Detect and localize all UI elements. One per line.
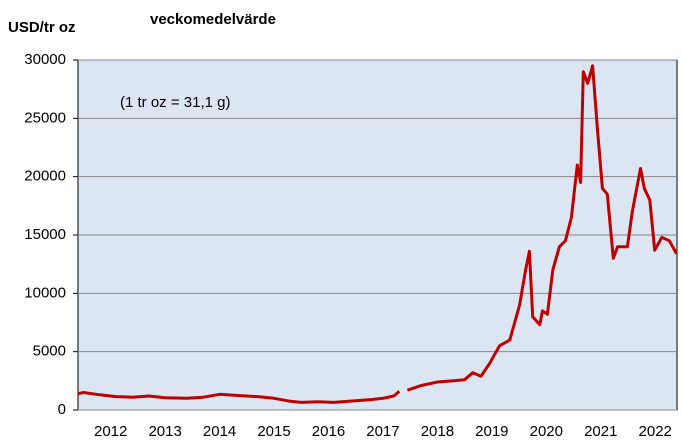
y-tick-label: 15000 (24, 226, 66, 243)
y-tick-label: 0 (58, 401, 66, 418)
x-tick-label: 2015 (257, 423, 290, 440)
x-tick-label: 2012 (94, 423, 127, 440)
y-tick-label: 20000 (24, 168, 66, 185)
x-tick-label: 2016 (312, 423, 345, 440)
x-tick-label: 2021 (584, 423, 617, 440)
x-tick-label: 2020 (530, 423, 563, 440)
line (77, 64, 678, 404)
y-tick-label: 5000 (33, 343, 66, 360)
x-tick-label: 2019 (475, 423, 508, 440)
y-tick-label: 25000 (24, 109, 66, 126)
y-axis-label: USD/tr oz (8, 19, 76, 36)
x-tick-label: 2017 (366, 423, 399, 440)
x-tick-label: 2013 (148, 423, 181, 440)
x-tick-label: 2022 (639, 423, 672, 440)
annotation: (1 tr oz = 31,1 g) (120, 94, 230, 111)
x-tick-label: 2014 (203, 423, 236, 440)
y-tick-label: 30000 (24, 51, 66, 68)
y-tick-label: 10000 (24, 284, 66, 301)
chart-title: veckomedelvärde (150, 11, 276, 28)
x-tick-label: 2018 (421, 423, 454, 440)
